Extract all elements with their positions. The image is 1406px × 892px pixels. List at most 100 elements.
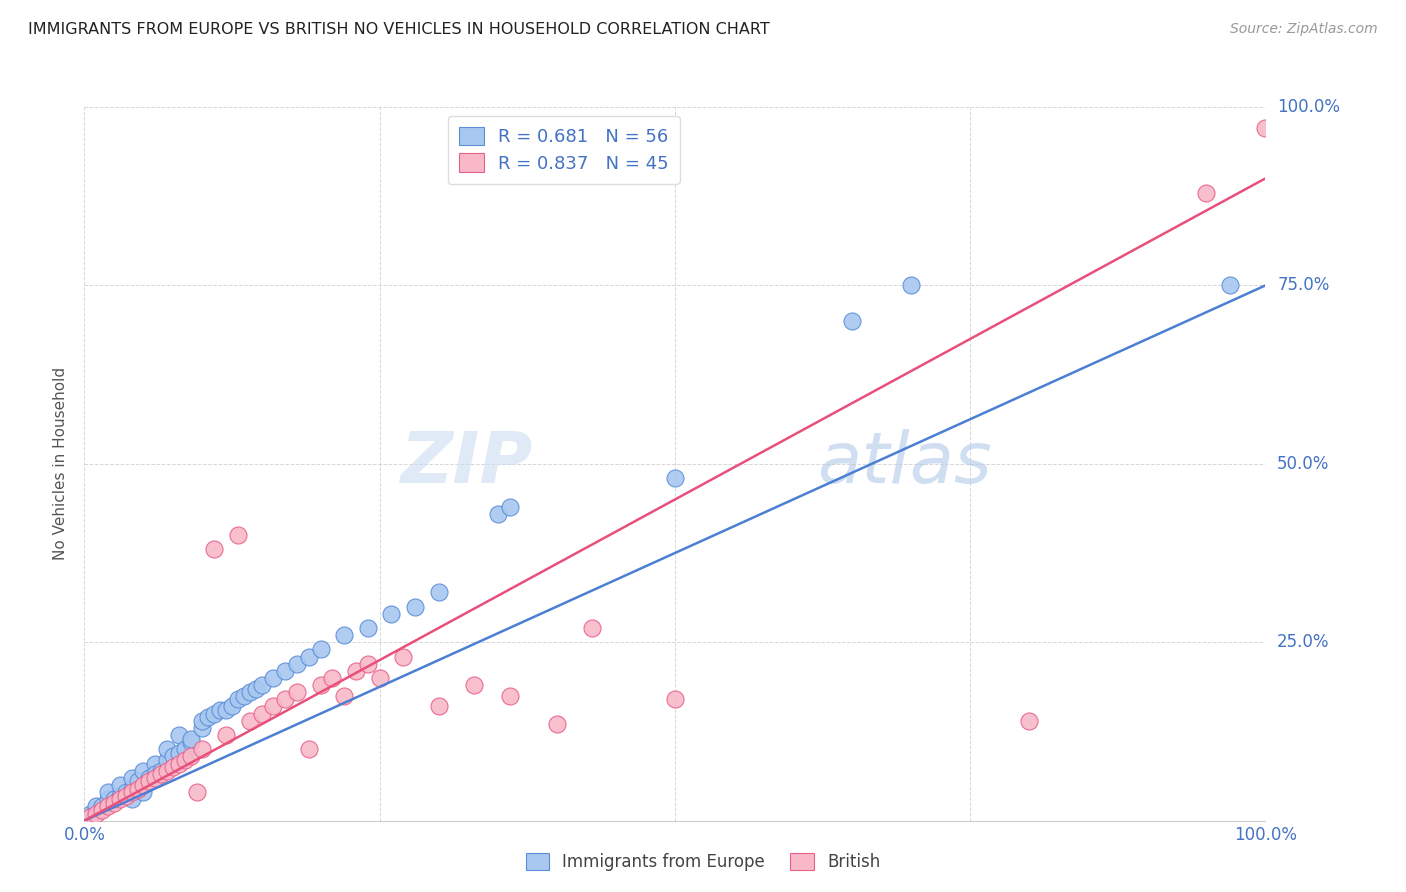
Point bbox=[79, 810, 101, 824]
Point bbox=[250, 706, 273, 721]
Point bbox=[357, 621, 380, 635]
Point bbox=[91, 799, 114, 814]
Point bbox=[226, 528, 249, 542]
Text: 100.0%: 100.0% bbox=[1277, 98, 1340, 116]
Point bbox=[232, 689, 254, 703]
Point bbox=[900, 278, 922, 293]
Point bbox=[127, 774, 149, 789]
Point bbox=[215, 703, 238, 717]
Point bbox=[162, 760, 184, 774]
Point bbox=[191, 714, 214, 728]
Text: Source: ZipAtlas.com: Source: ZipAtlas.com bbox=[1230, 22, 1378, 37]
Point bbox=[202, 706, 225, 721]
Point bbox=[121, 781, 143, 796]
Point bbox=[138, 774, 160, 789]
Point bbox=[427, 585, 450, 599]
Point bbox=[108, 792, 131, 806]
Point bbox=[150, 767, 173, 781]
Point bbox=[664, 692, 686, 706]
Point bbox=[333, 628, 356, 642]
Point bbox=[1018, 714, 1040, 728]
Point bbox=[79, 806, 101, 821]
Point bbox=[392, 649, 415, 664]
Point bbox=[162, 749, 184, 764]
Point bbox=[309, 642, 332, 657]
Point bbox=[404, 599, 426, 614]
Point bbox=[239, 685, 262, 699]
Point bbox=[209, 703, 232, 717]
Point bbox=[197, 710, 219, 724]
Point bbox=[103, 796, 125, 810]
Point bbox=[581, 621, 603, 635]
Point bbox=[498, 500, 520, 514]
Point bbox=[1254, 121, 1277, 136]
Point bbox=[132, 785, 155, 799]
Point bbox=[221, 699, 243, 714]
Point bbox=[498, 689, 520, 703]
Point bbox=[298, 742, 321, 756]
Point bbox=[84, 799, 107, 814]
Point bbox=[664, 471, 686, 485]
Point bbox=[202, 542, 225, 557]
Point bbox=[114, 785, 136, 799]
Point bbox=[250, 678, 273, 692]
Point bbox=[215, 728, 238, 742]
Point bbox=[132, 764, 155, 778]
Point bbox=[91, 803, 114, 817]
Point bbox=[274, 664, 297, 678]
Text: 50.0%: 50.0% bbox=[1277, 455, 1330, 473]
Point bbox=[191, 721, 214, 735]
Legend: Immigrants from Europe, British: Immigrants from Europe, British bbox=[517, 845, 889, 880]
Point bbox=[150, 764, 173, 778]
Point bbox=[180, 735, 202, 749]
Point bbox=[143, 767, 166, 781]
Point bbox=[298, 649, 321, 664]
Point bbox=[173, 742, 195, 756]
Point bbox=[1219, 278, 1241, 293]
Point bbox=[121, 785, 143, 799]
Point bbox=[486, 507, 509, 521]
Point bbox=[121, 771, 143, 785]
Point bbox=[380, 607, 402, 621]
Point bbox=[333, 689, 356, 703]
Point bbox=[127, 781, 149, 796]
Point bbox=[245, 681, 267, 696]
Point bbox=[841, 314, 863, 328]
Text: atlas: atlas bbox=[817, 429, 991, 499]
Point bbox=[84, 803, 107, 817]
Text: 75.0%: 75.0% bbox=[1277, 277, 1330, 294]
Point bbox=[156, 742, 179, 756]
Point bbox=[357, 657, 380, 671]
Text: IMMIGRANTS FROM EUROPE VS BRITISH NO VEHICLES IN HOUSEHOLD CORRELATION CHART: IMMIGRANTS FROM EUROPE VS BRITISH NO VEH… bbox=[28, 22, 770, 37]
Point bbox=[97, 785, 120, 799]
Point bbox=[285, 685, 308, 699]
Point bbox=[173, 753, 195, 767]
Point bbox=[186, 785, 208, 799]
Point bbox=[97, 799, 120, 814]
Point bbox=[121, 792, 143, 806]
Point bbox=[156, 753, 179, 767]
Point bbox=[108, 778, 131, 792]
Y-axis label: No Vehicles in Household: No Vehicles in Household bbox=[53, 368, 69, 560]
Text: ZIP: ZIP bbox=[401, 429, 533, 499]
Point bbox=[143, 771, 166, 785]
Point bbox=[103, 792, 125, 806]
Point bbox=[167, 728, 190, 742]
Point bbox=[427, 699, 450, 714]
Point bbox=[1195, 186, 1218, 200]
Point bbox=[368, 671, 391, 685]
Point bbox=[274, 692, 297, 706]
Point bbox=[97, 792, 120, 806]
Point bbox=[156, 764, 179, 778]
Point bbox=[180, 749, 202, 764]
Point bbox=[191, 742, 214, 756]
Point bbox=[108, 789, 131, 803]
Point bbox=[114, 789, 136, 803]
Point bbox=[84, 806, 107, 821]
Point bbox=[138, 771, 160, 785]
Point bbox=[167, 746, 190, 760]
Point bbox=[309, 678, 332, 692]
Point bbox=[285, 657, 308, 671]
Point bbox=[262, 699, 284, 714]
Point bbox=[262, 671, 284, 685]
